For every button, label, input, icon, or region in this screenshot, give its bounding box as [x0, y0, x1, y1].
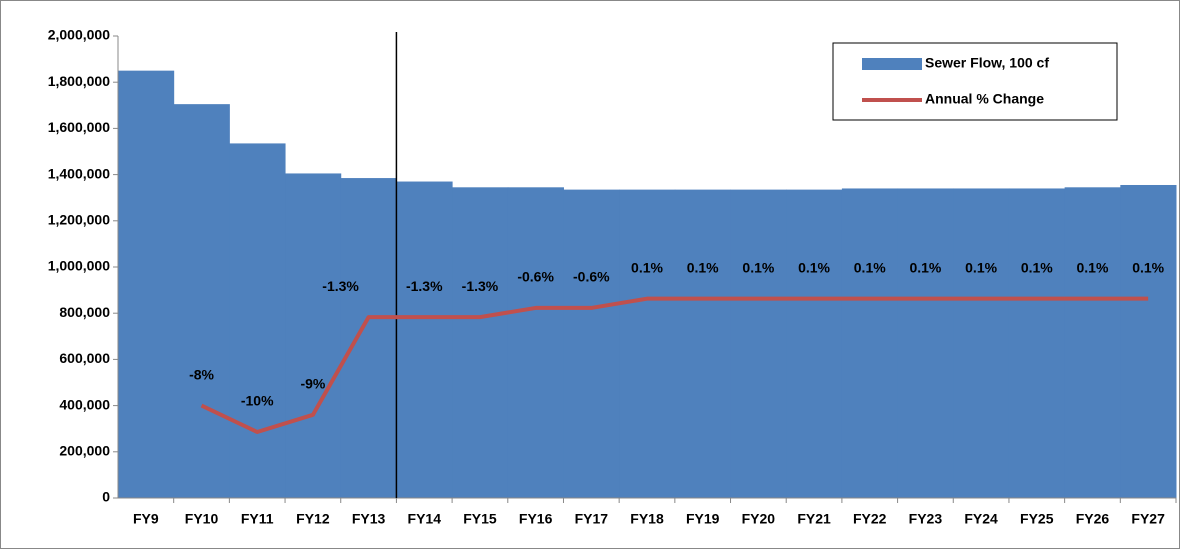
bar: [619, 189, 676, 499]
y-tick-label: 2,000,000: [48, 27, 110, 43]
y-tick-label: 200,000: [59, 443, 110, 459]
data-label: 0.1%: [687, 259, 719, 275]
data-label: -9%: [300, 376, 325, 392]
data-label: 0.1%: [965, 259, 997, 275]
bar: [285, 173, 342, 498]
bar: [1008, 188, 1066, 498]
data-label: 0.1%: [631, 259, 663, 275]
bar: [396, 181, 453, 498]
line: [200, 296, 1149, 434]
legend-swatch: [862, 58, 922, 70]
bar: [897, 188, 954, 498]
x-tick-label: FY9: [133, 511, 159, 527]
bar: [173, 104, 230, 499]
y-tick-label: 0: [102, 489, 110, 505]
data-label: -0.6%: [573, 269, 610, 285]
x-tick-label: FY13: [352, 511, 386, 527]
bar: [507, 187, 564, 498]
x-tick-label: FY11: [241, 511, 274, 527]
bar: [229, 143, 286, 499]
y-tick-label: 1,800,000: [48, 73, 110, 89]
bar: [340, 178, 397, 498]
bar: [953, 188, 1010, 498]
x-tick-label: FY26: [1076, 511, 1110, 527]
legend-label: Sewer Flow, 100 cf: [925, 55, 1049, 71]
data-label: 0.1%: [909, 259, 941, 275]
y-tick-label: 600,000: [59, 350, 110, 366]
x-tick-label: FY15: [463, 511, 497, 527]
x-tick-label: FY27: [1131, 511, 1165, 527]
data-label: 0.1%: [854, 259, 886, 275]
y-tick-label: 400,000: [59, 396, 110, 412]
x-tick-label: FY14: [408, 511, 442, 527]
data-label: -10%: [241, 393, 274, 409]
y-tick-label: 800,000: [59, 304, 110, 320]
x-tick-label: FY23: [909, 511, 943, 527]
bar: [118, 70, 175, 499]
data-label: -0.6%: [517, 269, 554, 285]
data-label: 0.1%: [1077, 259, 1109, 275]
x-tick-label: FY25: [1020, 511, 1054, 527]
x-tick-label: FY16: [519, 511, 553, 527]
bar: [563, 189, 620, 499]
y-tick-label: 1,400,000: [48, 165, 110, 181]
x-tick-label: FY12: [296, 511, 330, 527]
x-tick-label: FY22: [853, 511, 887, 527]
x-tick-label: FY18: [630, 511, 664, 527]
x-tick-label: FY20: [742, 511, 776, 527]
bar: [674, 189, 732, 499]
bar: [1064, 187, 1121, 498]
data-label: 0.1%: [1132, 259, 1164, 275]
y-tick-label: 1,600,000: [48, 119, 110, 135]
data-label: -1.3%: [406, 278, 443, 294]
legend-box: [832, 42, 1118, 121]
data-label: -1.3%: [462, 278, 499, 294]
x-tick-label: FY17: [575, 511, 609, 527]
x-tick-label: FY19: [686, 511, 720, 527]
data-label: 0.1%: [1021, 259, 1053, 275]
bar: [841, 188, 899, 498]
bar: [730, 189, 787, 499]
x-tick-label: FY10: [185, 511, 219, 527]
x-tick-label: FY21: [797, 511, 831, 527]
bar: [452, 187, 509, 498]
bar: [1120, 184, 1177, 498]
data-label: 0.1%: [742, 259, 774, 275]
data-label: -8%: [189, 366, 214, 382]
data-label: -1.3%: [322, 278, 359, 294]
legend-label: Annual % Change: [925, 91, 1044, 107]
x-tick-label: FY24: [964, 511, 998, 527]
y-tick-label: 1,200,000: [48, 212, 110, 228]
y-tick-label: 1,000,000: [48, 258, 110, 274]
data-label: 0.1%: [798, 259, 830, 275]
bar: [786, 189, 843, 499]
